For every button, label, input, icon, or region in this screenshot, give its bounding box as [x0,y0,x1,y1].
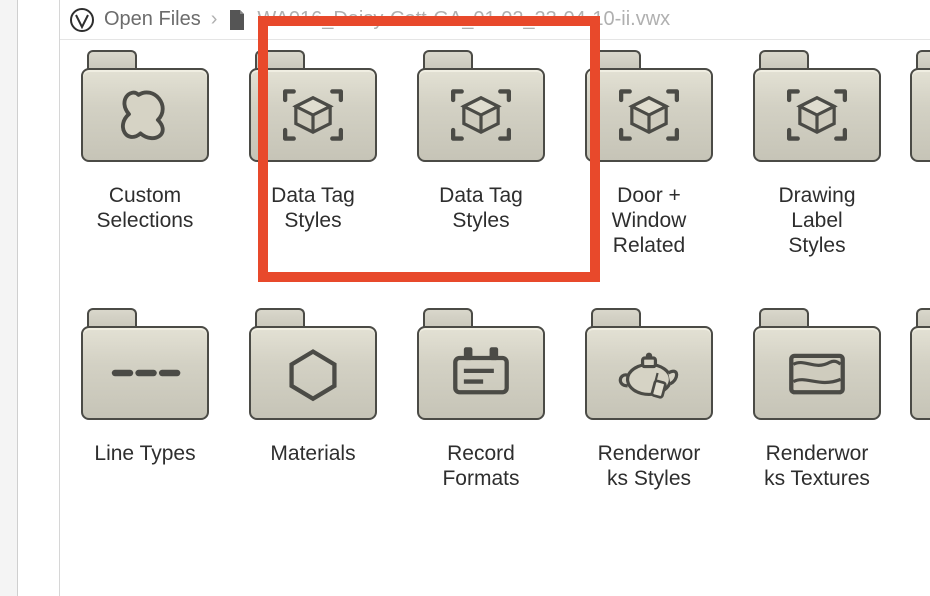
folder-icon [417,50,545,162]
document-name[interactable]: WA016_Daisy-Cott-GA_01.02_23-04-10-ii.vw… [257,8,670,31]
folder-label: Graphic Legend Styles [910,184,930,258]
folder-label: Data Tag Styles [439,184,523,234]
breadcrumb-separator: › [211,8,218,31]
folder-icon [910,50,930,162]
folder-icon [753,308,881,420]
folder-icon [585,308,713,420]
window-gutter [0,0,18,596]
folder-door-window-related[interactable]: Door + Window Related [574,50,724,258]
folder-data-tag-styles-1[interactable]: Data Tag Styles [238,50,388,258]
folder-data-tag-styles-2[interactable]: Data Tag Styles [406,50,556,258]
folder-label: RW Backgroun ds [910,442,930,516]
folder-icon [81,308,209,420]
folder-icon [81,50,209,162]
folder-renderworks-textures[interactable]: Renderwor ks Textures [742,308,892,516]
folder-label: Data Tag Styles [271,184,355,234]
folder-icon [249,308,377,420]
folder-label: Custom Selections [97,184,194,234]
folder-row: Line Types Materials Record Formats Renderw… [70,308,930,516]
folder-graphic-legend-styles[interactable]: Graphic Legend Styles [910,50,930,258]
folder-label: Line Types [94,442,195,467]
folder-record-formats[interactable]: Record Formats [406,308,556,516]
content-area: Open Files › WA016_Daisy-Cott-GA_01.02_2… [60,0,930,596]
open-files-label[interactable]: Open Files [104,8,201,31]
folder-rw-backgrounds[interactable]: RW Backgroun ds [910,308,930,516]
title-bar: Open Files › WA016_Daisy-Cott-GA_01.02_2… [60,0,930,40]
folder-label: Drawing Label Styles [778,184,855,258]
folder-drawing-label-styles[interactable]: Drawing Label Styles [742,50,892,258]
folder-label: Record Formats [442,442,519,492]
folder-label: Materials [270,442,355,467]
folder-renderworks-styles[interactable]: Renderwor ks Styles [574,308,724,516]
sidebar-strip [18,0,60,596]
folder-icon [910,308,930,420]
folder-grid: Custom Selections Data Tag Styles Data Tag… [60,40,930,596]
folder-custom-selections[interactable]: Custom Selections [70,50,220,258]
folder-icon [417,308,545,420]
folder-materials[interactable]: Materials [238,308,388,516]
folder-icon [753,50,881,162]
folder-label: Renderwor ks Textures [764,442,870,492]
folder-icon [585,50,713,162]
document-icon [227,9,247,31]
folder-line-types[interactable]: Line Types [70,308,220,516]
folder-icon [249,50,377,162]
folder-row: Custom Selections Data Tag Styles Data Tag… [70,50,930,258]
app-icon [70,8,94,32]
folder-label: Door + Window Related [612,184,687,258]
folder-label: Renderwor ks Styles [598,442,701,492]
